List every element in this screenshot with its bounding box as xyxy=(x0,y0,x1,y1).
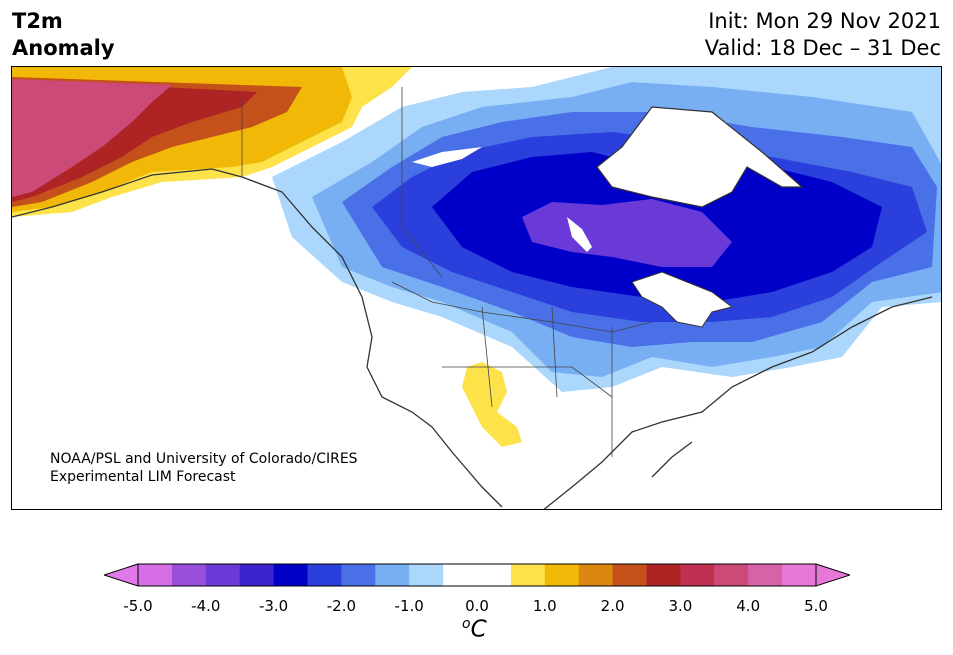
colorbar xyxy=(104,563,850,587)
lake-winnipeg xyxy=(567,217,592,252)
colorbar-bin xyxy=(205,564,241,586)
anomaly-extreme-warm xyxy=(12,79,172,197)
colorbar-under-arrow xyxy=(104,563,139,587)
borders xyxy=(241,87,653,457)
colorbar-tick-label: -2.0 xyxy=(326,597,357,615)
colorbar-tick-label: 5.0 xyxy=(804,597,828,615)
colorbar-tick-label: -4.0 xyxy=(191,597,221,615)
colorbar-bin xyxy=(544,564,580,586)
colorbar-tick-label: -5.0 xyxy=(123,597,153,615)
unit-letter: C xyxy=(470,616,487,643)
colorbar-tick-label: 3.0 xyxy=(668,597,693,615)
colorbar-bin xyxy=(341,564,376,586)
colorbar-bin xyxy=(138,564,173,586)
variable-title-line2: Anomaly xyxy=(12,36,115,60)
colorbar-bin xyxy=(782,564,817,586)
colorbar-bin xyxy=(646,564,681,586)
variable-title-line1: T2m xyxy=(12,9,63,33)
credit-line2: Experimental LIM Forecast xyxy=(50,469,236,485)
variable-title: T2m Anomaly xyxy=(12,8,115,62)
colorbar-ticks: -5.0 -4.0 -3.0 -2.0 -1.0 0.0 1.0 2.0 3.0 4.0 5.0 xyxy=(0,597,953,617)
colorbar-bin xyxy=(612,564,647,586)
anomaly-map: NOAA/PSL and University of Colorado/CIRE… xyxy=(11,66,942,510)
credit-line1: NOAA/PSL and University of Colorado/CIRE… xyxy=(50,451,358,467)
forecast-dates: Init: Mon 29 Nov 2021 Valid: 18 Dec – 31… xyxy=(705,8,941,62)
colorbar-tick-label: 4.0 xyxy=(736,597,761,615)
colorbar-bin xyxy=(171,564,207,586)
colorbar-bin xyxy=(510,564,546,586)
great-lakes xyxy=(631,271,734,328)
colorbar-bin xyxy=(239,564,275,586)
credit-text: NOAA/PSL and University of Colorado/CIRE… xyxy=(50,450,358,486)
colorbar-bin xyxy=(477,564,512,586)
colorbar-bin xyxy=(409,564,444,586)
colorbar-bin xyxy=(375,564,410,586)
anomaly-extreme-cold xyxy=(522,199,732,267)
colorbar-tick-label: 2.0 xyxy=(600,597,625,615)
colorbar-bin xyxy=(714,564,749,586)
colorbar-tick-label: -1.0 xyxy=(394,597,424,615)
great-bear-lake xyxy=(412,147,482,167)
colorbar-over-arrow xyxy=(815,563,850,587)
unit-degree: o xyxy=(462,616,471,632)
colorbar-tick-label: 1.0 xyxy=(532,597,557,615)
colorbar-unit: oC xyxy=(462,616,487,643)
colorbar-bin xyxy=(273,564,308,586)
coastlines xyxy=(12,168,933,509)
valid-range: Valid: 18 Dec – 31 Dec xyxy=(704,36,941,60)
colorbar-tick-label: 0.0 xyxy=(465,597,489,615)
colorbar-tick-label: -3.0 xyxy=(258,597,289,615)
init-date: Init: Mon 29 Nov 2021 xyxy=(708,9,941,33)
colorbar-frame xyxy=(137,563,817,587)
colorbar-bin xyxy=(443,564,478,586)
hudson-bay xyxy=(596,106,804,208)
colorbar-bin xyxy=(748,564,783,586)
map-canvas xyxy=(12,67,941,509)
colorbar-bin xyxy=(578,564,614,586)
colorbar-bin xyxy=(680,564,715,586)
colorbar-bin xyxy=(307,564,342,586)
